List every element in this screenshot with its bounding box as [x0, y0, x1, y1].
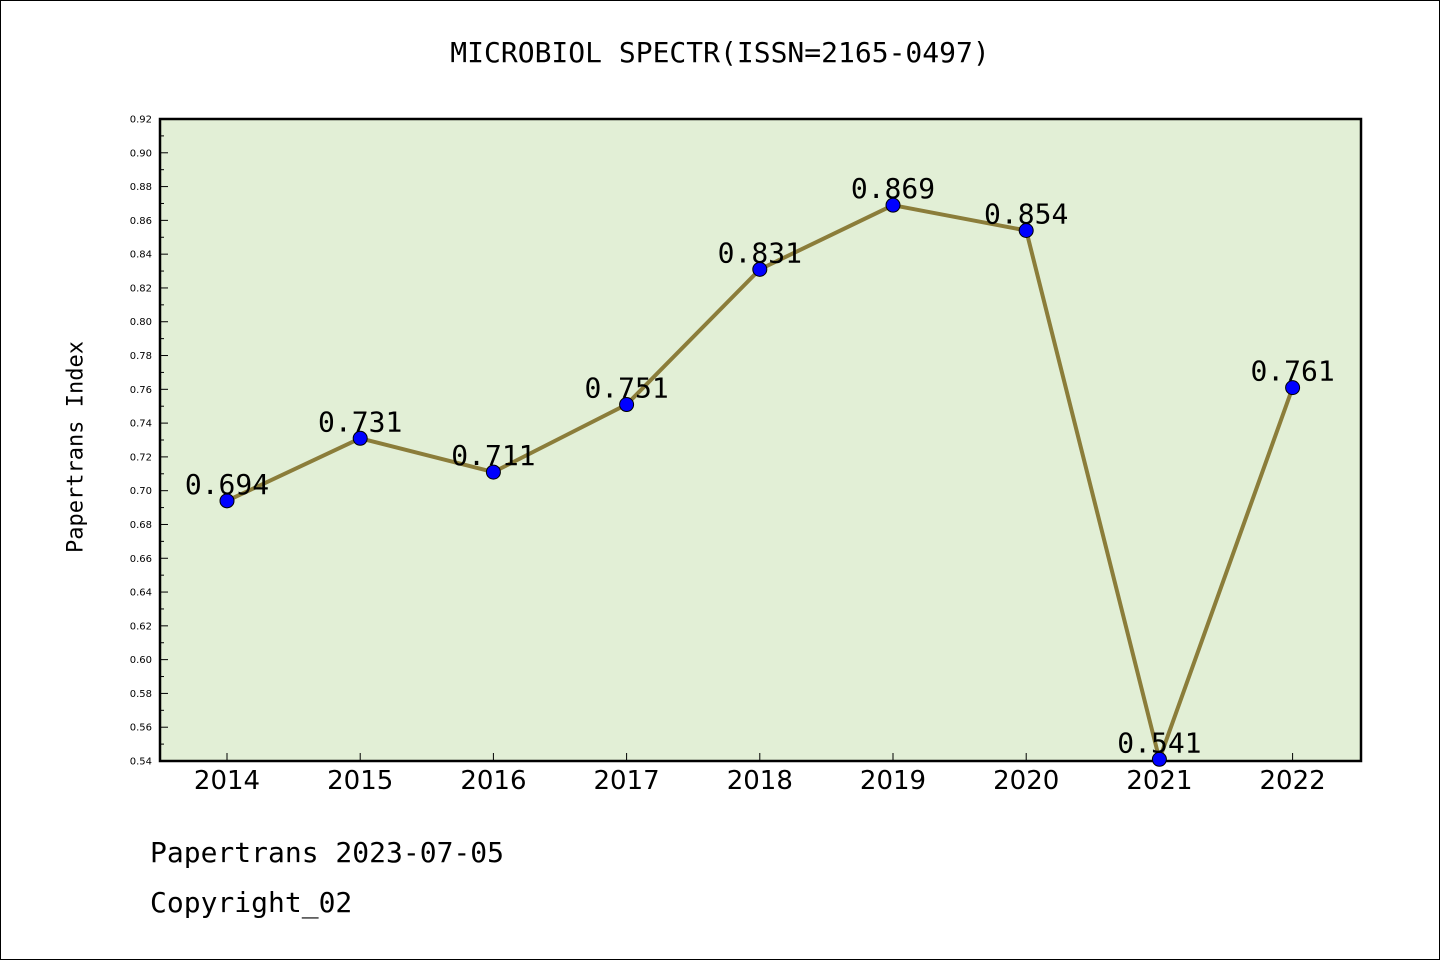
data-label-2017: 0.751 [584, 372, 668, 405]
x-tick-label: 2018 [727, 766, 793, 796]
data-point-2020 [1018, 223, 1034, 239]
data-point-2018 [752, 261, 768, 277]
data-label-2021: 0.541 [1117, 726, 1201, 759]
x-tick-label: 2015 [327, 766, 393, 796]
y-tick-label: 0.84 [130, 250, 152, 261]
y-tick-label: 0.66 [130, 554, 152, 565]
data-label-2016: 0.711 [451, 439, 535, 472]
data-labels: 0.694 0.731 0.711 0.751 0.831 0.869 0.854 0.541… [185, 172, 1335, 759]
data-label-2014: 0.694 [185, 468, 269, 501]
data-point-2022 [1285, 380, 1301, 396]
data-label-2015: 0.731 [318, 405, 402, 438]
y-tick-label: 0.60 [130, 655, 152, 666]
data-point-2016 [485, 464, 501, 480]
y-tick-label: 0.78 [130, 351, 152, 362]
footer-date: Papertrans 2023-07-05 [150, 836, 505, 869]
data-label-2022: 0.761 [1250, 355, 1334, 388]
x-tick-label: 2017 [594, 766, 660, 796]
x-tick-label: 2020 [993, 766, 1059, 796]
y-tick-label: 0.64 [130, 588, 152, 599]
x-tick-label: 2019 [860, 766, 926, 796]
data-point-2017 [619, 397, 635, 413]
chart-title: MICROBIOL SPECTR(ISSN=2165-0497) [450, 36, 990, 69]
x-tick-label: 2016 [460, 766, 526, 796]
y-tick-label: 0.76 [130, 385, 152, 396]
data-point-2019 [885, 197, 901, 213]
data-label-2019: 0.869 [851, 172, 935, 205]
x-tick-label: 2022 [1260, 766, 1326, 796]
y-tick-label: 0.86 [130, 216, 152, 227]
plot-area [158, 117, 1363, 763]
data-point-2014 [219, 493, 235, 509]
data-label-2020: 0.854 [984, 198, 1068, 231]
x-axis: 2014 2015 2016 2017 2018 2019 2020 2021 2022 [194, 753, 1326, 796]
x-tick-label: 2014 [194, 766, 260, 796]
y-tick-label: 0.68 [130, 520, 152, 531]
y-tick-label: 0.88 [130, 182, 152, 193]
y-tick-label: 0.90 [130, 148, 152, 159]
footer-copyright: Copyright_02 [150, 886, 353, 919]
data-point-2015 [352, 430, 368, 446]
y-tick-label: 0.80 [130, 317, 152, 328]
x-tick-label: 2021 [1126, 766, 1192, 796]
y-tick-label: 0.74 [130, 419, 152, 430]
data-label-2018: 0.831 [718, 236, 802, 269]
y-tick-label: 0.92 [130, 115, 152, 126]
y-tick-label: 0.82 [130, 283, 152, 294]
y-axis: 0.54 0.56 0.58 0.60 0.62 0.64 0.66 0.68 0.70 0.72… [130, 115, 168, 768]
y-tick-label: 0.70 [130, 486, 152, 497]
data-point-2021 [1151, 751, 1167, 767]
data-markers [219, 197, 1301, 767]
y-tick-label: 0.58 [130, 689, 152, 700]
y-tick-label: 0.54 [130, 757, 152, 768]
y-tick-label: 0.62 [130, 621, 152, 632]
y-tick-label: 0.72 [130, 452, 152, 463]
y-tick-label: 0.56 [130, 723, 152, 734]
